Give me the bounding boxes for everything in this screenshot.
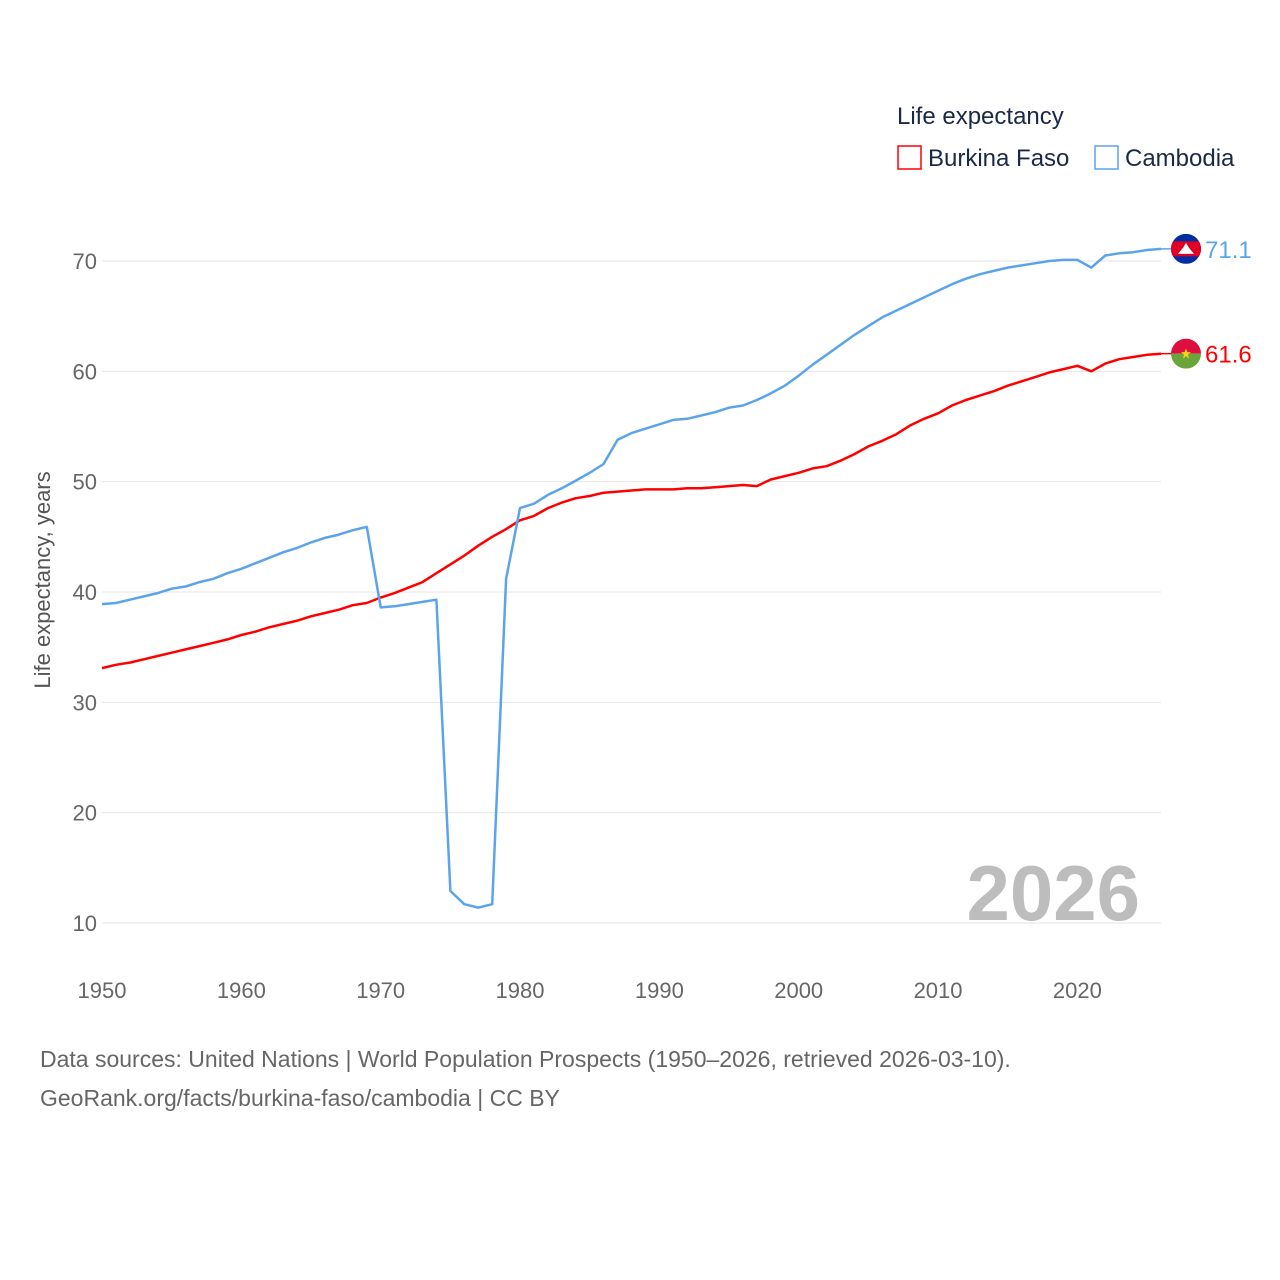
x-tick-label: 1960 [217, 978, 266, 1003]
y-axis-label: Life expectancy, years [30, 471, 55, 688]
end-value-label: 61.6 [1205, 342, 1252, 369]
x-tick-label: 1970 [356, 978, 405, 1003]
y-tick-label: 50 [73, 470, 97, 495]
cambodia-flag-icon [1171, 233, 1201, 264]
x-tick-label: 1990 [635, 978, 684, 1003]
y-tick-label: 60 [73, 359, 97, 384]
series-line-burkina-faso [101, 352, 1162, 670]
legend-title: Life expectancy [897, 103, 1064, 130]
y-tick-label: 30 [73, 690, 97, 715]
burkina-faso-flag-icon [1171, 338, 1201, 369]
end-markers: 61.6 71.1 [1161, 233, 1252, 369]
x-tick-label: 1950 [78, 978, 127, 1003]
x-tick-label: 2020 [1053, 978, 1102, 1003]
x-axis: 1950 1960 1970 1980 1990 2000 2010 2020 [78, 978, 1102, 1003]
attribution-link[interactable]: GeoRank.org/facts/burkina-faso/cambodia … [40, 1085, 560, 1111]
legend-label-burkina-faso: Burkina Faso [928, 145, 1069, 172]
legend-item-burkina-faso[interactable]: Burkina Faso [897, 145, 1069, 172]
y-tick-label: 40 [73, 580, 97, 605]
legend: Life expectancy Burkina Faso Cambodia [897, 103, 1235, 172]
y-tick-label: 70 [73, 249, 97, 274]
x-tick-label: 2000 [774, 978, 823, 1003]
legend-swatch-burkina-faso [897, 145, 922, 170]
source-line: Data sources: United Nations | World Pop… [40, 1046, 1011, 1072]
x-tick-label: 2010 [914, 978, 963, 1003]
series-lines [101, 247, 1162, 909]
legend-label-cambodia: Cambodia [1125, 145, 1235, 172]
y-tick-label: 10 [73, 911, 97, 936]
y-axis: 10 20 30 40 50 60 70 [73, 249, 97, 936]
series-line-cambodia [101, 247, 1162, 909]
current-year-watermark: 2026 [966, 849, 1140, 937]
grid [102, 260, 1161, 924]
x-tick-label: 1980 [496, 978, 545, 1003]
y-tick-label: 20 [73, 801, 97, 826]
end-value-label: 71.1 [1205, 237, 1252, 264]
legend-item-cambodia[interactable]: Cambodia [1094, 145, 1235, 172]
legend-swatch-cambodia [1094, 145, 1119, 170]
